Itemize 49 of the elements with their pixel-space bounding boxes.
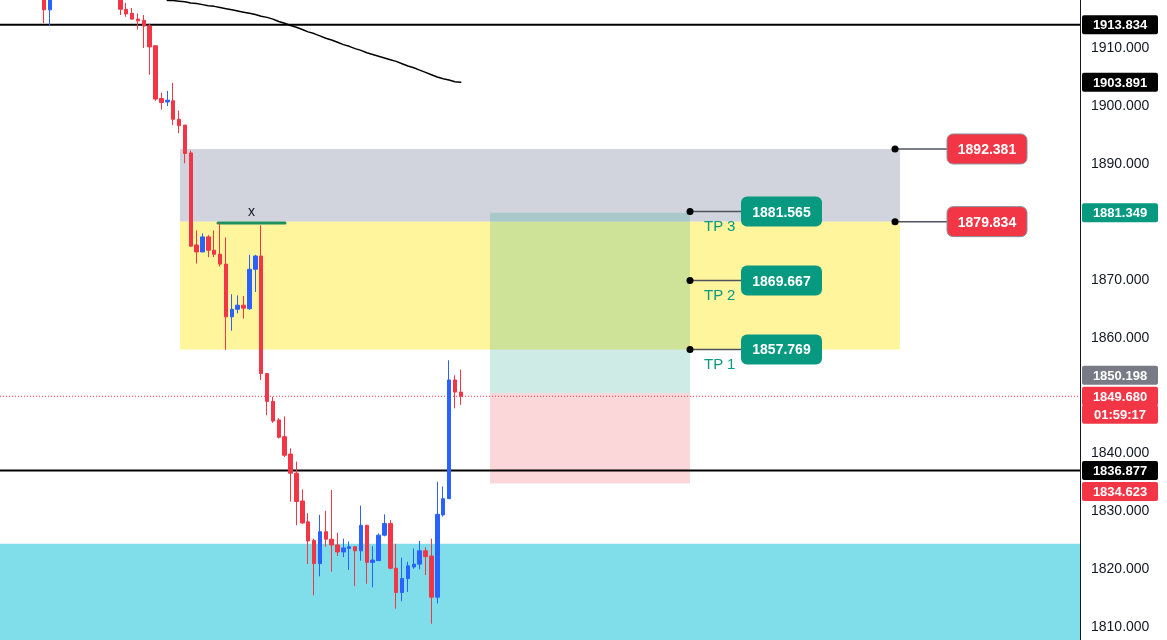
y-tick-label: 1870.000 bbox=[1091, 270, 1150, 287]
ref-line-label: 1849.680 bbox=[1092, 388, 1148, 404]
candlestick bbox=[183, 124, 187, 164]
candlestick bbox=[365, 524, 369, 585]
annotation: TP 3 bbox=[704, 217, 736, 235]
text: 1850.198 bbox=[1092, 367, 1148, 383]
candlestick bbox=[130, 7, 134, 21]
y-tick-label: 1860.000 bbox=[1091, 328, 1150, 345]
text: 1834.623 bbox=[1092, 483, 1148, 499]
candlestick bbox=[312, 538, 316, 596]
candlestick bbox=[241, 295, 246, 320]
candlestick bbox=[318, 514, 322, 577]
candlestick bbox=[459, 369, 463, 406]
y-tick-label: 1840.000 bbox=[1091, 444, 1150, 461]
candlestick bbox=[271, 396, 275, 424]
annotation: TP 2 bbox=[704, 286, 736, 304]
candlestick bbox=[406, 561, 410, 593]
candlestick bbox=[447, 359, 451, 500]
candlestick bbox=[359, 505, 363, 562]
candlestick bbox=[42, 0, 46, 24]
y-tick-label: 1810.000 bbox=[1091, 618, 1150, 635]
candlestick bbox=[218, 222, 222, 267]
candlestick bbox=[200, 232, 205, 253]
y-tick-label: 1890.000 bbox=[1091, 154, 1150, 171]
ref-line-label: 1869.667 bbox=[752, 272, 811, 289]
y-tick-label: 1900.000 bbox=[1091, 96, 1150, 113]
y-tick-label: 1910.000 bbox=[1091, 38, 1150, 55]
text: 1903.891 bbox=[1092, 74, 1148, 90]
candlestick bbox=[136, 12, 140, 31]
text: 01:59:17 bbox=[1093, 406, 1147, 422]
candlestick bbox=[48, 0, 52, 27]
y-tick-label: 1830.000 bbox=[1091, 502, 1150, 519]
y-tick-label: 1820.000 bbox=[1091, 560, 1150, 577]
candlestick bbox=[400, 557, 404, 602]
ref-line-label: 1857.769 bbox=[752, 341, 811, 358]
candlestick bbox=[171, 82, 175, 126]
candlestick bbox=[165, 90, 170, 107]
annotation: TP 1 bbox=[704, 354, 736, 372]
ref-line-label: 1913.834 bbox=[1092, 17, 1148, 33]
ref-line-label: 1881.565 bbox=[752, 203, 811, 220]
candlestick bbox=[177, 110, 181, 134]
ref-line-label: 1836.877 bbox=[1092, 462, 1148, 478]
candlestick bbox=[259, 224, 263, 381]
text: 1881.349 bbox=[1092, 205, 1148, 221]
ref-line-label: 1879.834 bbox=[957, 213, 1017, 230]
ref-line-label: x bbox=[248, 202, 255, 219]
candlestick bbox=[353, 546, 357, 587]
candlestick bbox=[224, 236, 228, 351]
ref-line-label: 1892.381 bbox=[957, 140, 1017, 157]
